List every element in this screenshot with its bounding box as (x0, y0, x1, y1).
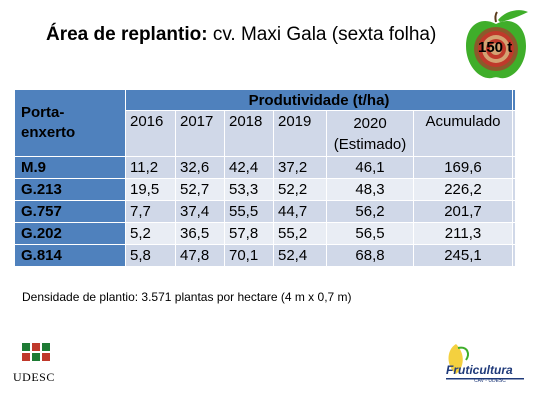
table-cell: 5,8 (125, 244, 176, 267)
table-row: M.9 11,2 32,6 42,4 37,2 46,1 169,6 (14, 156, 516, 179)
row-header: G.202 (14, 222, 126, 245)
table-cell: 226,2 (413, 178, 513, 201)
table-cell: 52,7 (175, 178, 225, 201)
col-header: 2016 (125, 110, 176, 157)
table-cell: 47,8 (175, 244, 225, 267)
table-cell: 55,2 (273, 222, 327, 245)
table-cell: 46,1 (326, 156, 414, 179)
slide-title-rest: cv. Maxi Gala (sexta folha) (207, 24, 437, 45)
table-cell: 37,2 (273, 156, 327, 179)
row-header: G.814 (14, 244, 126, 267)
group-header: Produtividade (t/ha) (125, 89, 513, 111)
fruticultura-logo-text: Fruticultura (446, 363, 513, 377)
table-cell: 70,1 (224, 244, 274, 267)
table-cell: 7,7 (125, 200, 176, 223)
apple-target-icon (466, 10, 528, 79)
badge-text: 150 t (478, 39, 513, 56)
table-cell: 57,8 (224, 222, 274, 245)
table-cell: 245,1 (413, 244, 513, 267)
table-row: G.757 7,7 37,4 55,5 44,7 56,2 201,7 (14, 200, 516, 223)
table-cell: 55,5 (224, 200, 274, 223)
table-cell: 53,3 (224, 178, 274, 201)
table-row: G.213 19,5 52,7 53,3 52,2 48,3 226,2 (14, 178, 516, 201)
col-header: 2019 (273, 110, 327, 157)
table-cell: 42,4 (224, 156, 274, 179)
table-cell: 5,2 (125, 222, 176, 245)
table-cell: 36,5 (175, 222, 225, 245)
table-cell: 19,5 (125, 178, 176, 201)
footnote: Densidade de plantio: 3.571 plantas por … (22, 290, 352, 304)
fruticultura-logo-subtext: CAV - UDESC (474, 378, 506, 384)
stub-header: Porta- enxerto (14, 89, 126, 157)
table-edge (512, 89, 516, 111)
table-cell: 211,3 (413, 222, 513, 245)
row-header: G.213 (14, 178, 126, 201)
table-row: G.814 5,8 47,8 70,1 52,4 68,8 245,1 (14, 244, 516, 267)
table-edge (512, 222, 516, 245)
fruticultura-logo-icon (446, 344, 524, 380)
row-header: M.9 (14, 156, 126, 179)
table-cell: 48,3 (326, 178, 414, 201)
table-cell: 37,4 (175, 200, 225, 223)
table-cell: 56,5 (326, 222, 414, 245)
col-header: 2017 (175, 110, 225, 157)
slide-title-bold: Área de replantio: (46, 24, 208, 45)
productivity-table: Porta- enxerto Produtividade (t/ha) 2016… (14, 89, 516, 267)
row-header: G.757 (14, 200, 126, 223)
table-edge (512, 244, 516, 267)
table-cell: 56,2 (326, 200, 414, 223)
col-header: Acumulado (413, 110, 513, 157)
table-cell: 44,7 (273, 200, 327, 223)
table-edge (512, 156, 516, 179)
slide-title: Área de replantio: cv. Maxi Gala (sexta … (46, 24, 436, 46)
udesc-logo-text: UDESC (13, 370, 55, 384)
col-header: 2020 (Estimado) (326, 110, 414, 157)
table-row: G.202 5,2 36,5 57,8 55,2 56,5 211,3 (14, 222, 516, 245)
table-edge (512, 200, 516, 223)
table-cell: 68,8 (326, 244, 414, 267)
table-cell: 52,4 (273, 244, 327, 267)
table-edge (512, 178, 516, 201)
table-cell: 32,6 (175, 156, 225, 179)
table-cell: 201,7 (413, 200, 513, 223)
table-cell: 169,6 (413, 156, 513, 179)
col-header: 2018 (224, 110, 274, 157)
udesc-logo-icon (22, 343, 50, 361)
table-cell: 11,2 (125, 156, 176, 179)
table-cell: 52,2 (273, 178, 327, 201)
table-edge (512, 110, 516, 157)
